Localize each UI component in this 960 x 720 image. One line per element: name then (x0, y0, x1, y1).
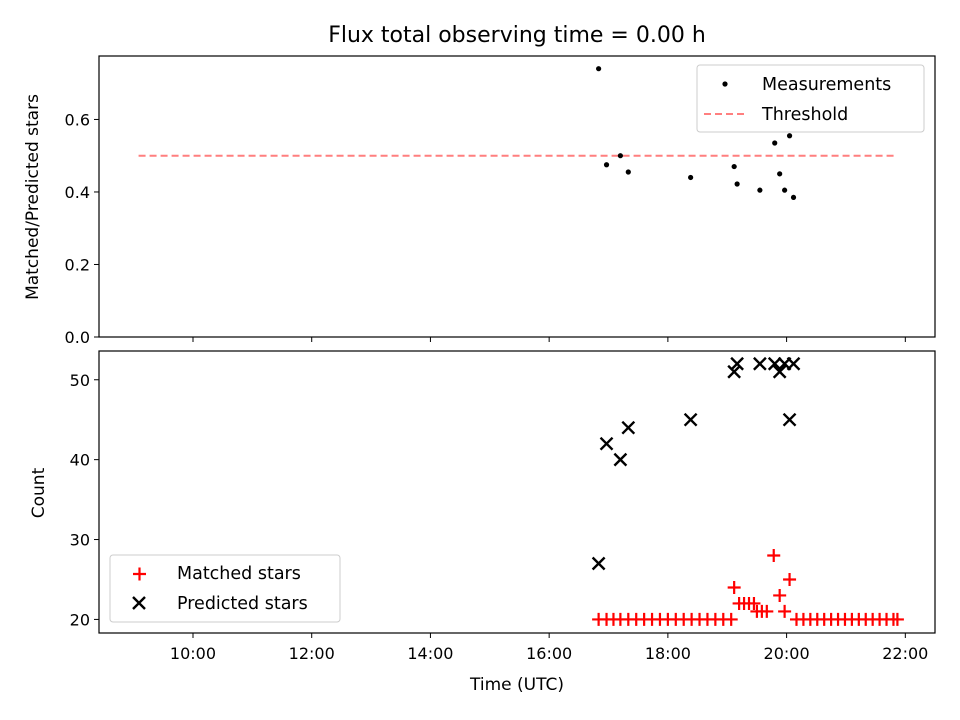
measurement-point (688, 174, 694, 181)
legend-measurements-label: Measurements (762, 75, 891, 95)
top-y-tick-label: 0.0 (65, 328, 90, 347)
matched-stars-point (767, 549, 781, 563)
legend-plus-marker (133, 567, 146, 581)
star-count-panel: 20 30 40 50 10:00 12:00 14:00 16:00 18:00 20:00 2… (29, 350, 936, 695)
matched-stars-point (890, 612, 904, 626)
measurement-point (596, 66, 602, 72)
legend-predicted-label: Predicted stars (177, 594, 308, 614)
top-y-tick-label: 0.4 (65, 183, 90, 202)
legend-threshold-label: Threshold (761, 105, 848, 125)
top-y-tick-label: 0.6 (65, 110, 90, 129)
matched-stars-point (783, 572, 797, 586)
predicted-stars-point (591, 556, 606, 571)
top-x-ticks (192, 337, 906, 342)
bottom-y-ticks: 20 30 40 50 (70, 371, 99, 629)
measurement-point (625, 169, 631, 175)
predicted-stars-point (772, 364, 787, 379)
bottom-plot-frame (98, 350, 936, 634)
measurement-point (782, 187, 788, 193)
top-y-tick-label: 0.2 (65, 255, 90, 274)
matched-stars-point (724, 612, 738, 626)
bottom-legend-box (109, 554, 341, 623)
legend-dot-marker (722, 81, 728, 87)
x-tick-label: 20:00 (764, 644, 810, 663)
predicted-stars-point (730, 356, 744, 371)
bottom-y-tick-label: 30 (70, 531, 90, 550)
predicted-stars-point (786, 356, 801, 371)
predicted-stars-point (753, 356, 767, 371)
predicted-stars-point (683, 412, 698, 427)
top-y-axis-label: Matched/Predicted stars (23, 94, 43, 300)
legend-matched-label: Matched stars (177, 564, 301, 584)
top-plot-frame (98, 55, 936, 338)
flux-ratio-panel: 0.0 0.2 0.4 0.6 Matched/Predicted stars Mea… (23, 55, 936, 347)
x-tick-label: 22:00 (882, 644, 928, 663)
matched-stars-point (747, 596, 761, 610)
top-y-ticks: 0.0 0.2 0.4 0.6 (65, 110, 99, 347)
legend-x-marker (132, 596, 146, 610)
x-tick-label: 18:00 (645, 644, 691, 663)
bottom-legend: Matched stars Predicted stars (109, 554, 341, 623)
matched-stars-point (727, 580, 741, 594)
measurement-point (786, 133, 793, 139)
predicted-stars-point (621, 420, 636, 435)
x-axis-label: Time (UTC) (469, 675, 564, 695)
measurement-point (734, 181, 740, 187)
top-legend-box (696, 64, 925, 133)
predicted-stars-point (613, 452, 628, 467)
measurement-point (790, 194, 797, 201)
matched-stars-point (773, 588, 787, 602)
x-tick-label: 12:00 (289, 644, 335, 663)
predicted-stars-point (767, 356, 782, 371)
predicted-stars-point (599, 436, 614, 451)
measurement-point (603, 162, 610, 168)
x-tick-label: 14:00 (407, 644, 453, 663)
measurement-point (772, 140, 778, 146)
measurement-point (757, 187, 763, 193)
measurement-point (777, 171, 783, 177)
star-count-layer (591, 356, 904, 626)
matched-stars-point (760, 604, 774, 618)
x-tick-label: 16:00 (526, 644, 572, 663)
predicted-stars-point (727, 364, 742, 379)
x-tick-label: 10:00 (170, 644, 216, 663)
measurements-layer (596, 66, 797, 201)
chart-title: Flux total observing time = 0.00 h (328, 23, 706, 48)
bottom-y-axis-label: Count (29, 467, 49, 518)
bottom-y-tick-label: 40 (70, 451, 90, 470)
measurement-point (731, 163, 737, 170)
top-legend: Measurements Threshold (696, 64, 925, 133)
bottom-y-tick-label: 20 (70, 610, 90, 629)
measurement-point (617, 153, 623, 159)
bottom-x-ticks: 10:00 12:00 14:00 16:00 18:00 20:00 22:00 (170, 633, 928, 663)
matched-stars-point (778, 604, 792, 618)
bottom-y-tick-label: 50 (70, 371, 90, 390)
predicted-stars-point (782, 412, 797, 427)
